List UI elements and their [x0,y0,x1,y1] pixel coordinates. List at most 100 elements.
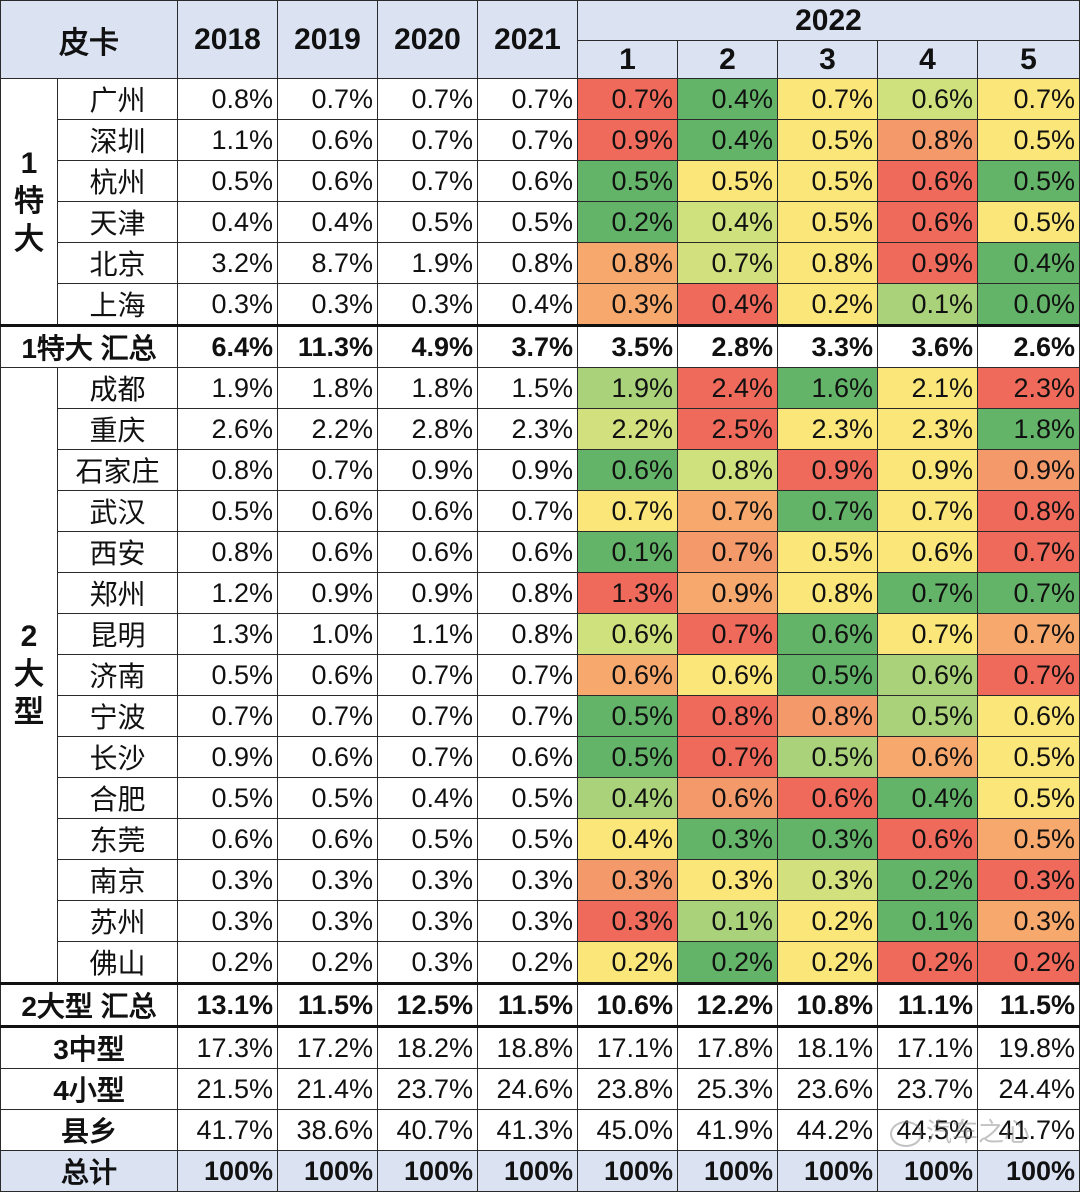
table-row: 武汉 0.5% 0.6% 0.6% 0.7% 0.7% 0.7% 0.7% 0.7% 0.8% [1,490,1080,532]
month-value: 0.2% [577,201,678,243]
total-label: 总计 [0,1150,178,1192]
year-value: 0.7% [277,695,378,737]
year-value: 0.3% [377,941,478,984]
total-value: 100% [777,1150,878,1192]
year-value: 0.7% [477,490,578,532]
city-name: 广州 [57,78,178,120]
category-label: 3中型 [0,1025,178,1069]
summary-value: 11.5% [277,982,378,1027]
year-value: 0.5% [177,490,278,532]
month-value: 0.8% [777,572,878,614]
month-value: 0.2% [677,941,778,984]
group-label-line: 2 [20,620,38,653]
year-value: 0.8% [477,242,578,284]
year-value: 0.9% [477,449,578,491]
category-label: 4小型 [0,1068,178,1110]
category-row: 县乡 41.7% 38.6% 40.7% 41.3% 45.0% 41.9% 44.2% 44.… [0,1109,1080,1151]
table-row: 苏州 0.3% 0.3% 0.3% 0.3% 0.3% 0.1% 0.2% 0.1% 0.3% [1,900,1080,942]
city-name: 佛山 [57,941,178,984]
month-value: 0.4% [577,777,678,819]
month-value: 0.1% [877,900,978,942]
month-value: 0.2% [977,941,1080,984]
year-value: 0.6% [277,654,378,696]
year-value: 0.4% [177,201,278,243]
table-row: 1 特大广州 0.8% 0.7% 0.7% 0.7% 0.7% 0.4% 0.7% 0.6% 0.7… [0,78,1080,326]
month-value: 0.5% [977,777,1080,819]
city-name: 西安 [57,531,178,573]
year-value: 0.7% [177,695,278,737]
month-value: 0.7% [977,531,1080,573]
month-value: 0.5% [977,736,1080,778]
year-header: 2019 [277,0,378,79]
category-value: 41.7% [977,1109,1080,1151]
year-value: 0.3% [477,900,578,942]
city-name: 南京 [57,859,178,901]
year-value: 0.5% [177,654,278,696]
year-value: 0.5% [377,818,478,860]
month-value: 0.7% [877,613,978,655]
table-row: 北京 3.2% 8.7% 1.9% 0.8% 0.8% 0.7% 0.8% 0.9% 0.4% [1,242,1080,284]
month-value: 0.6% [977,695,1080,737]
total-value: 100% [177,1150,278,1192]
month-value: 0.2% [877,941,978,984]
year-value: 0.7% [377,78,478,120]
month-value: 0.5% [977,160,1080,202]
year-value: 1.9% [177,367,278,409]
year-value: 0.7% [477,119,578,161]
summary-value: 12.5% [377,982,478,1027]
city-name: 济南 [57,654,178,696]
year-value: 0.9% [177,736,278,778]
summary-value: 4.9% [377,324,478,368]
year-value: 2.2% [277,408,378,450]
year-value: 0.3% [477,859,578,901]
month-value: 0.7% [677,613,778,655]
year-value: 0.8% [177,78,278,120]
year-value: 0.6% [277,531,378,573]
year-value: 0.3% [177,859,278,901]
month-value: 0.3% [577,900,678,942]
year-header: 2020 [377,0,478,79]
month-value: 0.5% [677,160,778,202]
category-value: 23.6% [777,1068,878,1110]
year-value: 1.2% [177,572,278,614]
month-value: 2.1% [877,367,978,409]
month-value: 0.4% [677,78,778,120]
group-label-line: 大 [14,658,44,691]
month-value: 0.6% [577,613,678,655]
city-name: 郑州 [57,572,178,614]
month-value: 0.1% [577,531,678,573]
summary-value: 3.7% [477,324,578,368]
year-header: 2018 [177,0,278,79]
year-value: 0.8% [177,531,278,573]
year-value: 0.5% [377,201,478,243]
month-value: 2.3% [877,408,978,450]
month-value: 0.6% [777,777,878,819]
year-value: 0.7% [277,449,378,491]
summary-value: 11.5% [477,982,578,1027]
category-value: 18.2% [377,1025,478,1069]
month-value: 0.6% [877,160,978,202]
table-row: 南京 0.3% 0.3% 0.3% 0.3% 0.3% 0.3% 0.3% 0.2% 0.3% [1,859,1080,901]
total-value: 100% [577,1150,678,1192]
month-value: 0.7% [677,531,778,573]
month-value: 0.4% [677,201,778,243]
summary-value: 11.3% [277,324,378,368]
year-value: 0.7% [477,654,578,696]
year-value: 0.2% [477,941,578,984]
category-row: 3中型 17.3% 17.2% 18.2% 18.8% 17.1% 17.8% 18.1% 17… [0,1025,1080,1069]
summary-value: 2.6% [977,324,1080,368]
year-value: 0.5% [177,160,278,202]
category-value: 23.7% [377,1068,478,1110]
year-value: 0.3% [277,283,378,326]
year-value: 0.7% [477,695,578,737]
table-row: 石家庄 0.8% 0.7% 0.9% 0.9% 0.6% 0.8% 0.9% 0.9% 0.9% [1,449,1080,491]
month-value: 0.9% [877,449,978,491]
city-name: 苏州 [57,900,178,942]
month-value: 0.3% [577,859,678,901]
group-label-line: 大 [14,222,44,256]
month-value: 0.7% [577,490,678,532]
month-value: 0.3% [977,859,1080,901]
city-name: 武汉 [57,490,178,532]
month-value: 0.7% [977,613,1080,655]
year-value: 2.8% [377,408,478,450]
